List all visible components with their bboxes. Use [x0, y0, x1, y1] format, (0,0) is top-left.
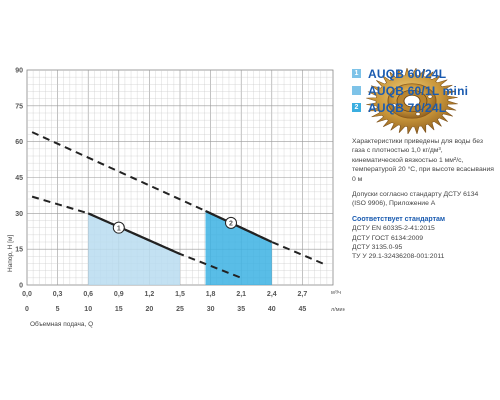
pump-curves: 12 [31, 131, 324, 279]
description-block: Характеристики приведены для воды без га… [352, 137, 494, 262]
standards-title: Соответствует стандартам [352, 215, 446, 223]
standard-item: ДСТУ 3135.0-95 [352, 244, 403, 252]
x-tick-label-lpm: 10 [84, 306, 92, 313]
y-axis-label: Напор, H [м] [7, 235, 14, 272]
y-tick-label: 90 [15, 68, 23, 75]
x-tick-label-m3: 2,1 [236, 291, 246, 298]
x-tick-label-lpm: 30 [207, 306, 215, 313]
curve-marker-label-2: 2 [229, 220, 233, 227]
x-tick-label-lpm: 45 [299, 306, 307, 313]
curve-marker-1 [112, 221, 125, 234]
legend-item: AUQB 60/1L mini [352, 82, 497, 99]
standard-item: ДСТУ ГОСТ 6134:2009 [352, 234, 424, 242]
x-tick-label-lpm: 35 [237, 306, 245, 313]
legend-label: AUQB 60/1L mini [368, 83, 469, 98]
x-tick-label-m3: 1,5 [175, 291, 185, 298]
legend: 1 AUQB 60/24L AUQB 60/1L mini 2 AUQB 70/24L [352, 65, 497, 116]
legend-badge [352, 86, 361, 95]
operating-ranges [88, 210, 272, 285]
x-tick-label-m3: 0,9 [114, 291, 124, 298]
legend-item: 2 AUQB 70/24L [352, 99, 497, 116]
legend-label: AUQB 70/24L [368, 100, 447, 115]
x-tick-label-lpm: 25 [176, 306, 184, 313]
curve-marker-2 [225, 216, 237, 229]
x-tick-label-lpm: 15 [115, 306, 123, 313]
x-tick-label-lpm: 0 [25, 306, 29, 313]
x-tick-label-lpm: 5 [56, 306, 60, 313]
y-tick-label: 30 [15, 211, 23, 218]
legend-badge: 2 [352, 103, 361, 112]
legend-label: AUQB 60/24L [368, 66, 447, 81]
x-tick-label-m3: 2,4 [267, 291, 277, 298]
x-tick-label-m3: 0,3 [53, 291, 63, 298]
curve-marker-label-1: 1 [117, 225, 121, 232]
y-tick-label: 45 [15, 175, 23, 182]
x-tick-label-lpm: 40 [268, 306, 276, 313]
curve-dashed-2 [31, 131, 324, 265]
curve-solid-1 [87, 212, 181, 255]
x-unit-lpm: л/мин [331, 307, 345, 313]
y-tick-label: 0 [19, 283, 23, 290]
standard-item: ДСТУ EN 60335-2-41:2015 [352, 225, 435, 233]
x-tick-label-lpm: 20 [146, 306, 154, 313]
y-tick-label: 75 [15, 103, 23, 110]
legend-item: 1 AUQB 60/24L [352, 65, 497, 82]
legend-badge: 1 [352, 69, 361, 78]
chart-grid [26, 69, 334, 286]
standard-item: ТУ У 29.1-32436208-001:2011 [352, 253, 445, 261]
x-axis-label: Объемная подача, Q [30, 320, 93, 328]
x-tick-label-m3: 1,8 [206, 291, 216, 298]
x-unit-m3: м³/ч [331, 290, 341, 296]
operating-range-2 [205, 210, 272, 285]
y-tick-label: 15 [15, 247, 23, 254]
x-tick-label-m3: 0,6 [83, 291, 93, 298]
y-tick-label: 60 [15, 139, 23, 146]
curve-solid-2 [205, 209, 273, 243]
conditions-text: Характеристики приведены для воды без га… [352, 138, 494, 183]
operating-range-1 [88, 213, 180, 285]
x-tick-label-m3: 1,2 [145, 291, 155, 298]
tolerance-text: Допуски согласно стандарту ДСТУ 6134 (IS… [352, 191, 479, 208]
x-tick-label-m3: 2,7 [298, 291, 308, 298]
x-tick-label-m3: 0,0 [22, 291, 32, 298]
